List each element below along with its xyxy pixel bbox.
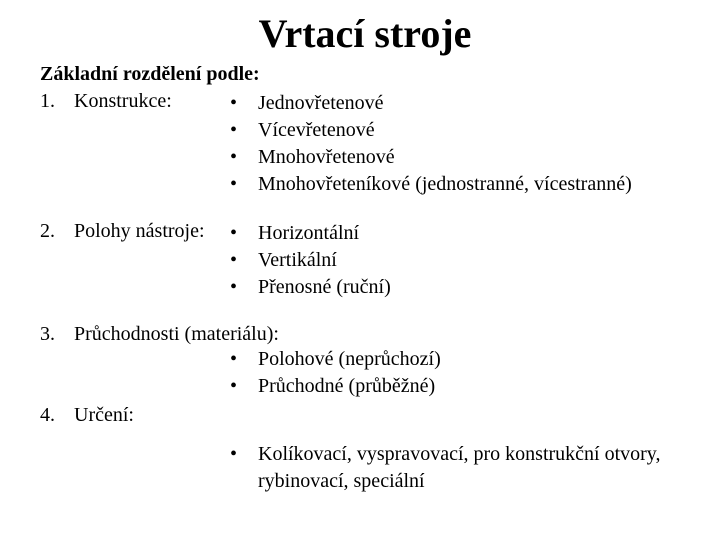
subheading: Základní rozdělení podle: (40, 63, 690, 86)
section-label: Určení: (74, 404, 690, 427)
list-item: • Vertikální (230, 247, 690, 274)
bullet-list: • Kolíkovací, vyspravovací, pro konstruk… (74, 441, 690, 495)
section-label: Průchodnosti (materiálu): (74, 323, 690, 346)
list-item: • Mnohovřetenové (230, 144, 690, 171)
bullet-text: Mnohovřeteníkové (jednostranné, vícestra… (258, 171, 690, 198)
section-number: 3. (40, 323, 74, 346)
section-2: 2. Polohy nástroje: • Horizontální • Ver… (40, 220, 690, 301)
list-item: • Horizontální (230, 220, 690, 247)
bullet-icon: • (230, 274, 258, 301)
section-label: Konstrukce: (74, 90, 230, 113)
bullet-icon: • (230, 144, 258, 171)
bullet-icon: • (230, 441, 258, 468)
section-number: 4. (40, 404, 74, 427)
bullet-icon: • (230, 373, 258, 400)
page-title: Vrtací stroje (40, 10, 690, 57)
section-body: Určení: • Kolíkovací, vyspravovací, pro … (74, 404, 690, 495)
list-item: • Jednovřetenové (230, 90, 690, 117)
list-item: • Vícevřetenové (230, 117, 690, 144)
list-item: • Kolíkovací, vyspravovací, pro konstruk… (230, 441, 690, 495)
section-number: 1. (40, 90, 74, 113)
section-1: 1. Konstrukce: • Jednovřetenové • Vícevř… (40, 90, 690, 198)
bullet-text: Vertikální (258, 247, 690, 274)
section-3: 3. Průchodnosti (materiálu): • Polohové … (40, 323, 690, 400)
list-item: • Přenosné (ruční) (230, 274, 690, 301)
section-4: 4. Určení: • Kolíkovací, vyspravovací, p… (40, 404, 690, 495)
bullet-text: Vícevřetenové (258, 117, 690, 144)
list-item: • Polohové (neprůchozí) (230, 346, 690, 373)
list-item: • Mnohovřeteníkové (jednostranné, vícest… (230, 171, 690, 198)
bullet-text: Polohové (neprůchozí) (258, 346, 690, 373)
list-item: • Průchodné (průběžné) (230, 373, 690, 400)
bullet-list: • Horizontální • Vertikální • Přenosné (… (230, 220, 690, 301)
bullet-icon: • (230, 171, 258, 198)
bullet-text: Průchodné (průběžné) (258, 373, 690, 400)
bullet-text: Horizontální (258, 220, 690, 247)
bullet-text: Mnohovřetenové (258, 144, 690, 171)
bullet-icon: • (230, 346, 258, 373)
bullet-list: • Polohové (neprůchozí) • Průchodné (prů… (74, 346, 690, 400)
bullet-icon: • (230, 220, 258, 247)
bullet-icon: • (230, 90, 258, 117)
bullet-icon: • (230, 117, 258, 144)
bullet-list: • Jednovřetenové • Vícevřetenové • Mnoho… (230, 90, 690, 198)
section-body: Průchodnosti (materiálu): • Polohové (ne… (74, 323, 690, 400)
bullet-text: Kolíkovací, vyspravovací, pro konstrukčn… (258, 441, 690, 495)
section-label: Polohy nástroje: (74, 220, 230, 243)
bullet-text: Přenosné (ruční) (258, 274, 690, 301)
bullet-text: Jednovřetenové (258, 90, 690, 117)
section-number: 2. (40, 220, 74, 243)
bullet-icon: • (230, 247, 258, 274)
slide: Vrtací stroje Základní rozdělení podle: … (0, 0, 720, 540)
